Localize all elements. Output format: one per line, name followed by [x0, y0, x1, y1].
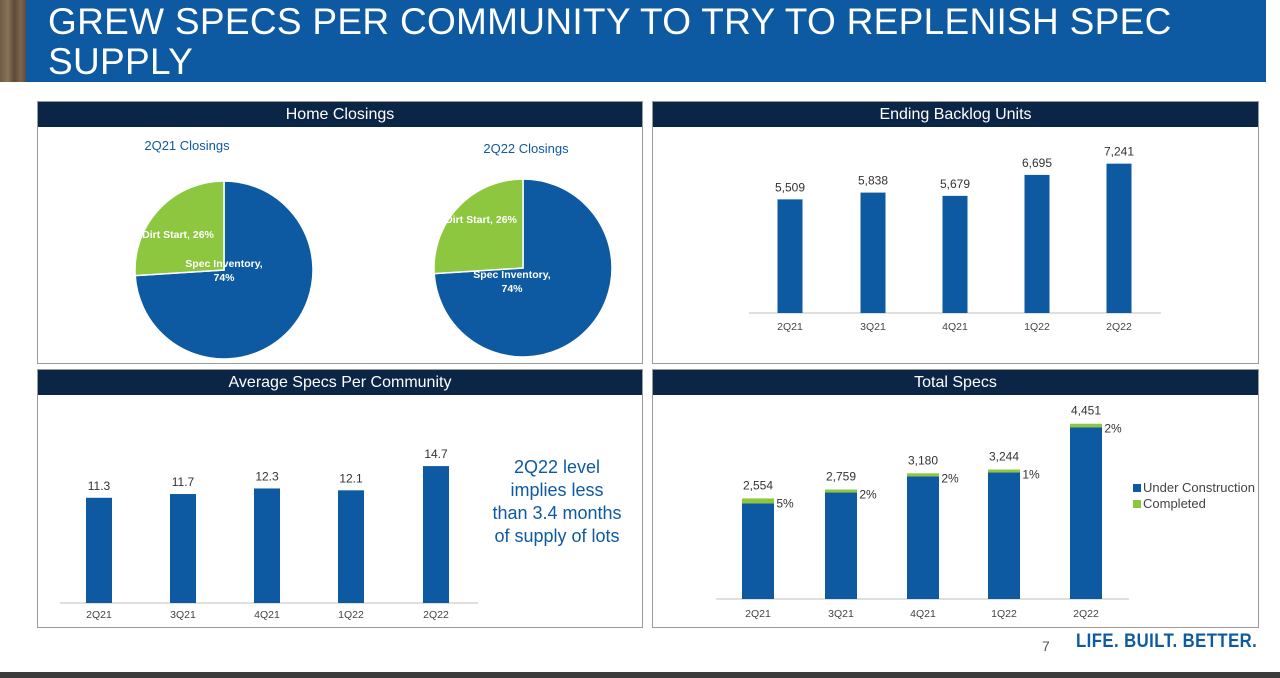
pie-label: Spec Inventory, — [473, 269, 550, 281]
data-label: 11.7 — [172, 475, 195, 489]
x-tick-label: 2Q22 — [423, 609, 449, 621]
bar — [254, 488, 280, 603]
data-label: 11.3 — [88, 479, 111, 493]
pie-label: Dirt Start, 26% — [142, 229, 214, 241]
total-specs-chart: 2,5545%2Q212,7592%3Q213,1802%4Q213,2441%… — [716, 404, 1255, 620]
x-tick-label: 2Q21 — [86, 609, 112, 621]
bar-under-construction — [988, 472, 1020, 599]
x-tick-label: 2Q22 — [1106, 321, 1132, 333]
bar — [1024, 174, 1050, 313]
pie-subtitle: 2Q21 Closings — [144, 138, 230, 153]
data-label: 12.3 — [255, 469, 279, 483]
data-label: 5,509 — [775, 180, 805, 194]
bar — [423, 466, 449, 603]
pie-slice — [433, 178, 524, 275]
pie-label: Dirt Start, 26% — [445, 214, 517, 226]
x-tick-label: 3Q21 — [170, 609, 196, 621]
legend-swatch — [1133, 484, 1141, 492]
bar-completed — [988, 469, 1020, 473]
bar-under-construction — [1070, 427, 1102, 599]
total-label: 4,451 — [1071, 404, 1101, 418]
bar — [86, 497, 112, 603]
backlog-chart: 5,509 2Q21 5,838 3Q21 5,679 4Q21 6,695 1Q22 7,24… — [749, 145, 1161, 333]
bar-completed — [742, 498, 774, 504]
bar-under-construction — [907, 476, 939, 599]
completed-pct-label: 2% — [1104, 422, 1122, 436]
wood-texture-strip — [0, 0, 26, 82]
completed-pct-label: 5% — [776, 496, 794, 510]
completed-pct-label: 2% — [859, 488, 877, 502]
footer-line — [0, 672, 1280, 678]
home-closings-chart: 2Q21 Closings Spec Inventory, 74% Dirt Star… — [134, 138, 613, 360]
completed-pct-label: 1% — [1022, 468, 1040, 482]
legend-label: Completed — [1143, 496, 1206, 511]
x-tick-label: 2Q21 — [777, 321, 803, 333]
data-label: 5,838 — [858, 174, 888, 188]
completed-pct-label: 2% — [941, 471, 959, 485]
bar-completed — [825, 489, 857, 493]
total-label: 2,554 — [743, 478, 773, 492]
bar-completed — [1070, 423, 1102, 428]
pie-label: 74% — [213, 272, 235, 284]
total-label: 2,759 — [826, 470, 856, 484]
legend-label: Under Construction — [1143, 480, 1255, 495]
bar — [170, 494, 196, 603]
bar — [1106, 163, 1132, 313]
data-label: 14.7 — [424, 447, 448, 461]
pie-slice — [134, 180, 225, 277]
bar — [942, 195, 968, 313]
backlog-panel: Ending Backlog Units 5,509 2Q21 5,838 3Q21 5… — [652, 101, 1259, 364]
bar — [860, 192, 886, 313]
bar-completed — [907, 473, 939, 477]
page-number: 7 — [1042, 638, 1050, 654]
slide-title: GREW SPECS PER COMMUNITY TO TRY TO REPLE… — [48, 1, 1172, 82]
x-tick-label: 2Q22 — [1073, 608, 1099, 620]
legend-swatch — [1133, 500, 1141, 508]
data-label: 12.1 — [339, 471, 363, 485]
bar — [338, 490, 364, 603]
x-tick-label: 3Q21 — [860, 321, 886, 333]
total-label: 3,244 — [989, 450, 1019, 464]
home-closings-panel: Home Closings 2Q21 Closings Spec Inventor… — [37, 101, 643, 364]
title-bar: GREW SPECS PER COMMUNITY TO TRY TO REPLE… — [26, 0, 1266, 82]
total-specs-panel: Total Specs 2,554 5% 2Q21 2,759 2% 3Q21 3,180 2… — [652, 369, 1259, 628]
supply-note: 2Q22 level implies less than 3.4 months … — [492, 457, 622, 546]
data-label: 7,241 — [1104, 145, 1134, 159]
x-tick-label: 4Q21 — [942, 321, 968, 333]
bar-under-construction — [825, 492, 857, 599]
avg-specs-panel: Average Specs Per Community 11.3 2Q21 11.7… — [37, 369, 643, 628]
backlog-header: Ending Backlog Units — [653, 102, 1258, 127]
bar-under-construction — [742, 503, 774, 599]
pie-subtitle: 2Q22 Closings — [483, 141, 569, 156]
total-label: 3,180 — [908, 453, 938, 467]
pie-label: Spec Inventory, — [185, 258, 262, 270]
x-tick-label: 2Q21 — [745, 608, 771, 620]
x-tick-label: 4Q21 — [910, 608, 936, 620]
brand-logo: LIFE. BUILT. BETTER. — [1076, 631, 1258, 652]
x-tick-label: 1Q22 — [1024, 321, 1050, 333]
data-label: 5,679 — [940, 177, 970, 191]
x-tick-label: 1Q22 — [338, 609, 364, 621]
x-tick-label: 4Q21 — [254, 609, 280, 621]
avg-specs-chart: 11.3 2Q21 11.7 3Q21 12.3 4Q21 12.1 1Q22 14.7 2Q22 — [60, 447, 478, 621]
home-closings-header: Home Closings — [38, 102, 642, 127]
x-tick-label: 1Q22 — [991, 608, 1017, 620]
x-tick-label: 3Q21 — [828, 608, 854, 620]
data-label: 6,695 — [1022, 156, 1052, 170]
total-specs-header: Total Specs — [653, 370, 1258, 395]
pie-label: 74% — [501, 283, 523, 295]
avg-specs-header: Average Specs Per Community — [38, 370, 642, 395]
bar — [777, 199, 803, 313]
